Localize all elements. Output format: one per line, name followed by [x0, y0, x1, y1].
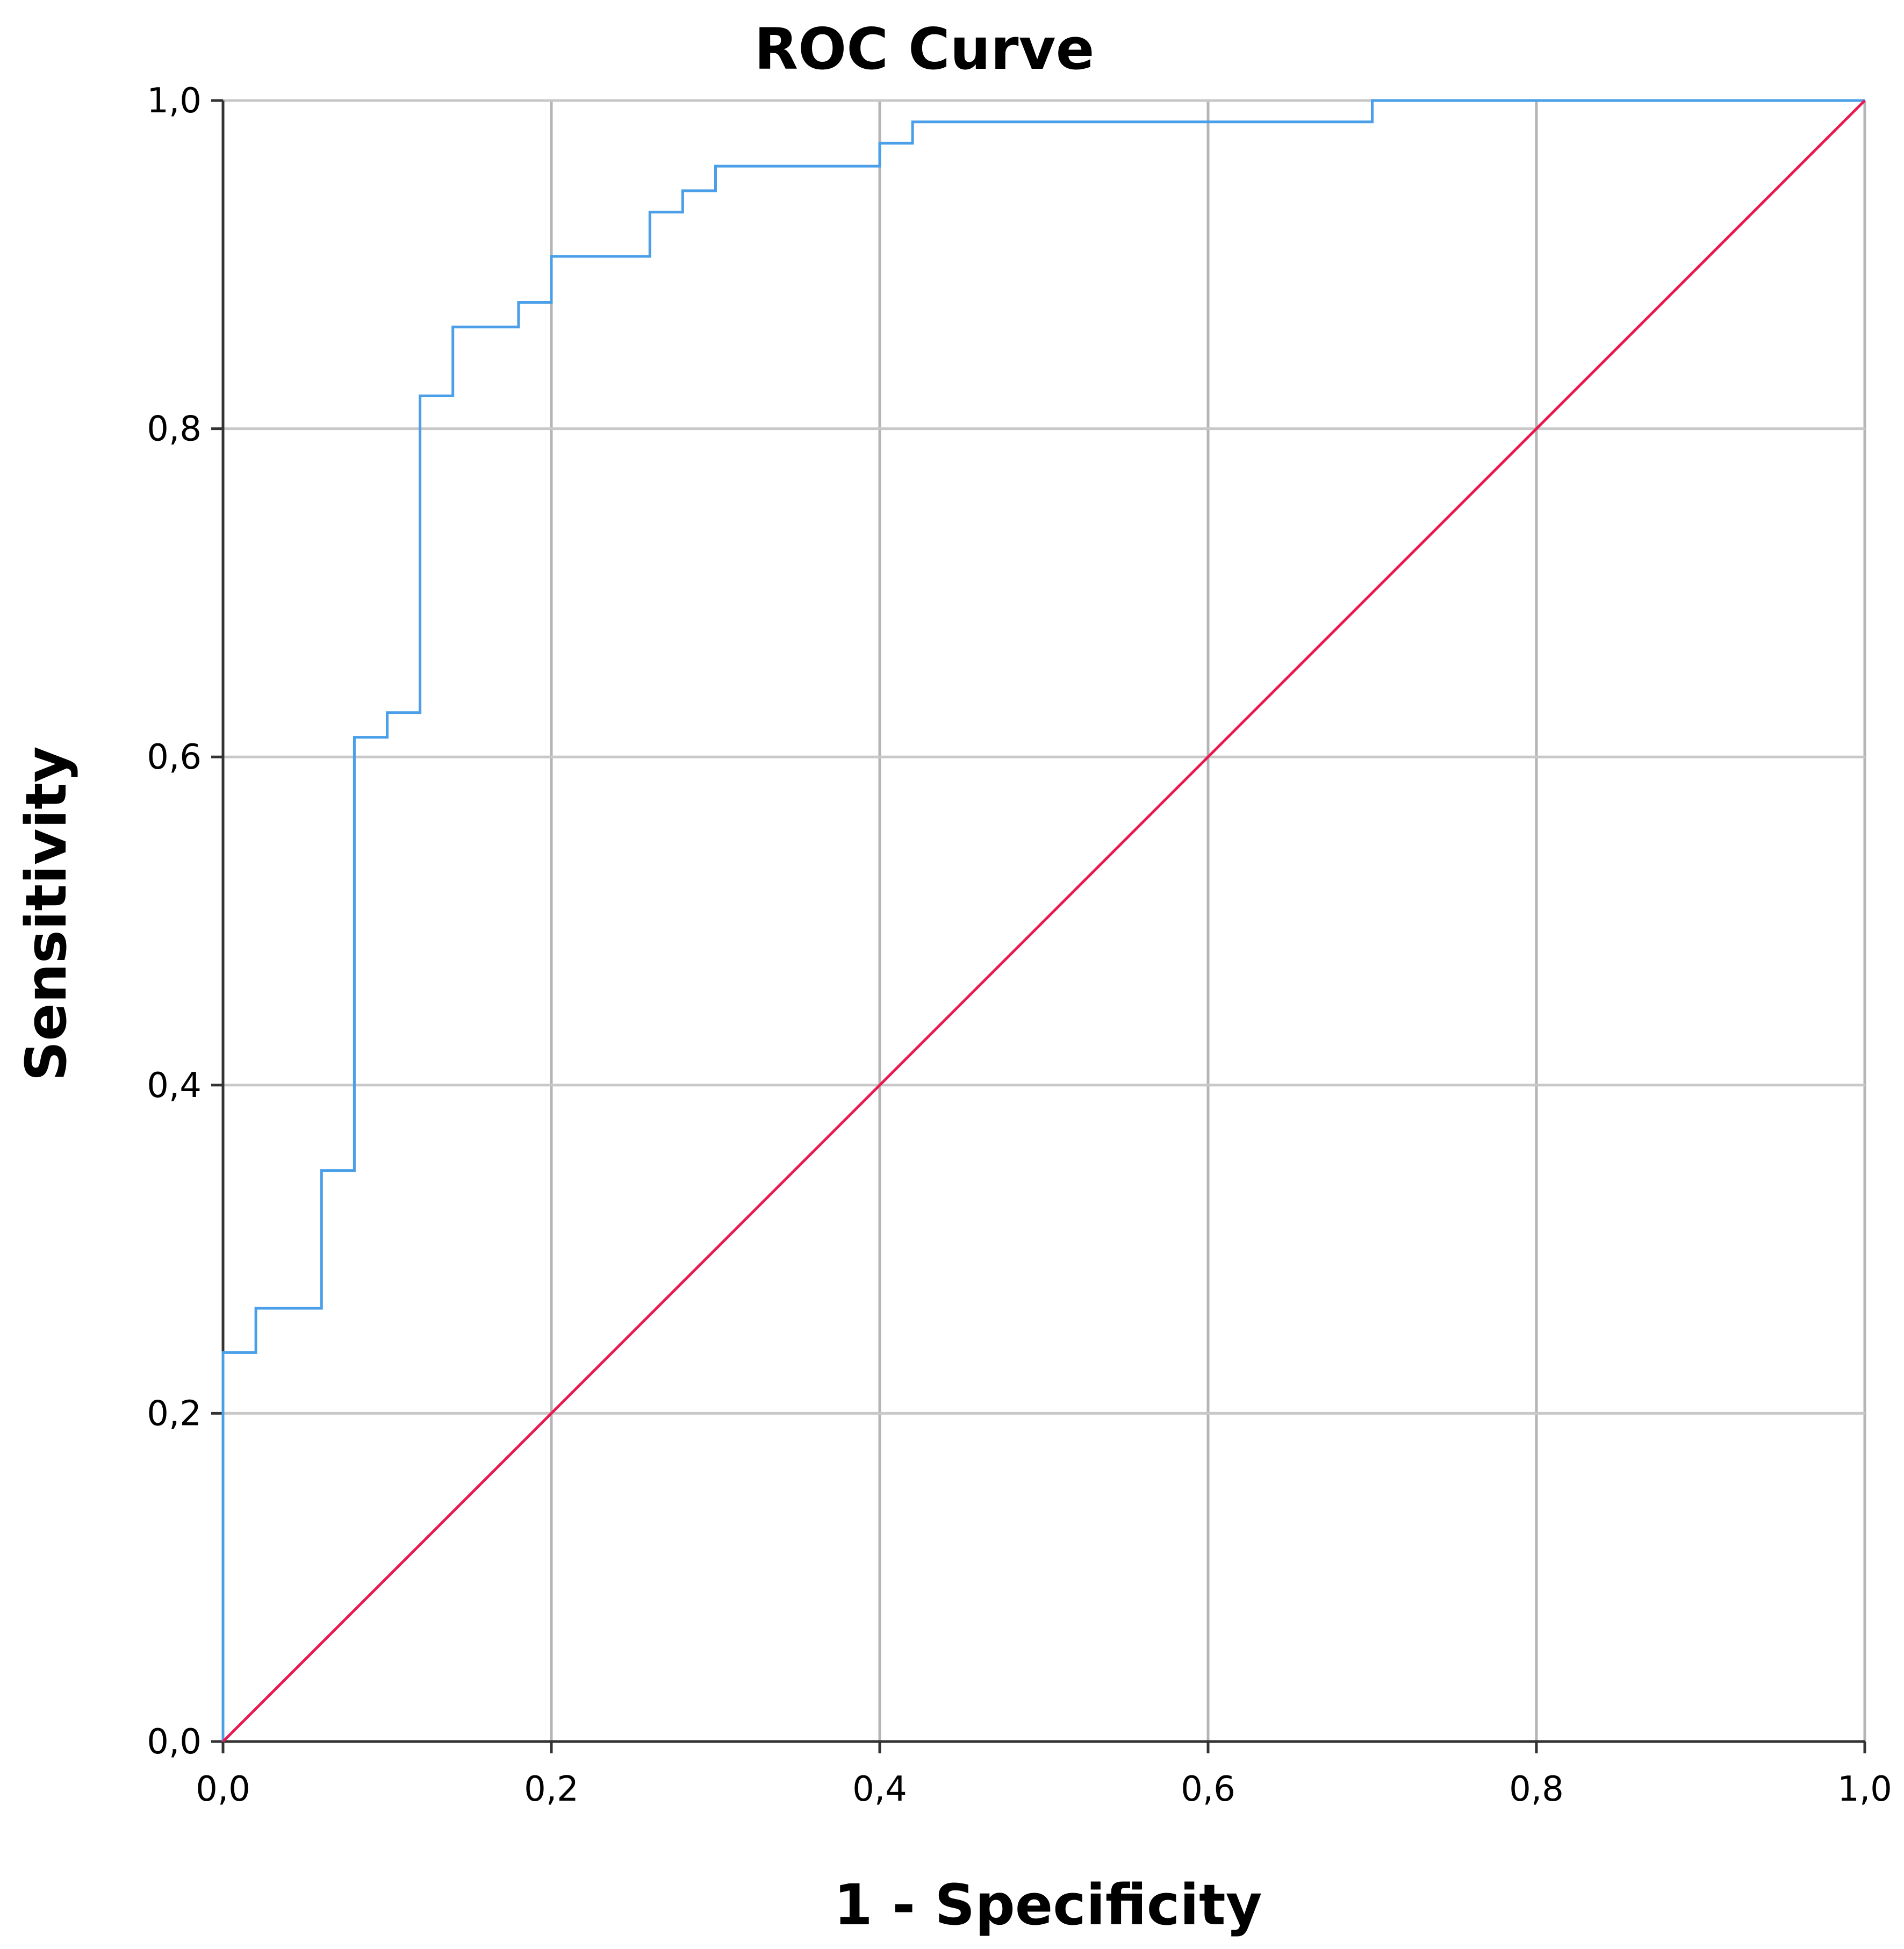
- y-tick-label-3: 0,6: [147, 737, 202, 777]
- y-tick-label-0: 0,0: [147, 1722, 202, 1762]
- chart-title: ROC Curve: [755, 16, 1095, 82]
- y-tick-label-2: 0,4: [147, 1066, 202, 1106]
- roc-curve-line: [221, 99, 1865, 1742]
- y-tick-label-5: 1,0: [147, 81, 202, 121]
- tick-labels: 0,0 0,2 0,4 0,6 0,8 1,0 0,0 0,2 0,4 0,6 0,8 1,0: [147, 81, 1892, 1809]
- x-tick-label-5: 1,0: [1837, 1769, 1892, 1809]
- series-group: [221, 99, 1866, 1743]
- x-tick-label-3: 0,6: [1181, 1769, 1235, 1809]
- x-tick-label-1: 0,2: [524, 1769, 579, 1809]
- x-tick-label-2: 0,4: [852, 1769, 907, 1809]
- y-tick-label-4: 0,8: [147, 410, 202, 449]
- x-tick-label-4: 0,8: [1509, 1769, 1564, 1809]
- y-axis-label: Sensitivity: [13, 746, 79, 1081]
- x-tick-label-0: 0,0: [196, 1769, 250, 1809]
- y-tick-label-1: 0,2: [147, 1394, 202, 1434]
- x-axis-label: 1 - Specificity: [834, 1872, 1262, 1938]
- reference-diagonal-line: [222, 99, 1866, 1743]
